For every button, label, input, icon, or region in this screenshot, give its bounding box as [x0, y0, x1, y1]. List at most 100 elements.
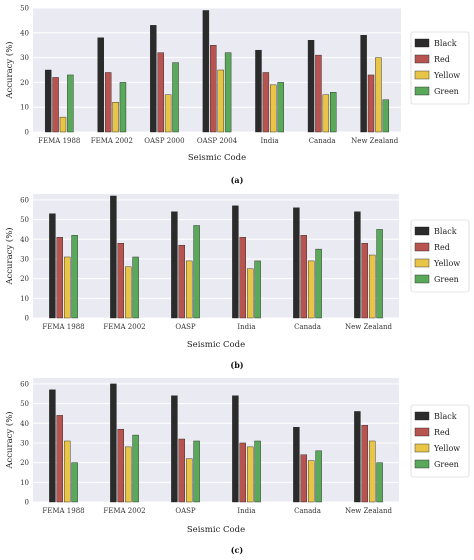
bar-red [117, 428, 125, 503]
bar-yellow [63, 256, 71, 319]
bar-red [239, 442, 247, 503]
legend-label-yellow: Yellow [433, 71, 460, 80]
bar-yellow [270, 84, 277, 133]
legend-label-black: Black [434, 227, 457, 236]
bar-black [293, 207, 300, 319]
bar-yellow [308, 460, 315, 503]
bar-green [330, 92, 337, 133]
x-tick-label: OASP 2004 [197, 137, 238, 145]
bar-black [110, 383, 117, 503]
legend-swatch-red [414, 427, 430, 437]
x-tick-label: FEMA 1988 [42, 507, 84, 515]
bar-green [172, 62, 179, 133]
panel-caption: (b) [230, 360, 243, 370]
bar-green [315, 450, 322, 503]
bar-green [193, 225, 200, 319]
bar-green [254, 440, 261, 503]
x-axis-label: Seismic Code [187, 340, 245, 350]
bar-yellow [375, 57, 382, 133]
y-tick-label: 30 [20, 255, 29, 263]
legend-swatch-black [414, 411, 430, 421]
x-tick-label: FEMA 2002 [103, 507, 145, 515]
bar-red [300, 235, 307, 319]
y-tick-label: 0 [25, 315, 29, 323]
x-tick-label: Canada [294, 507, 321, 515]
bar-yellow [112, 102, 119, 133]
plot-area [33, 378, 399, 502]
x-tick-label: New Zealand [351, 137, 399, 145]
bar-red [300, 454, 307, 503]
bar-black [110, 195, 117, 319]
y-tick-label: 50 [20, 5, 29, 13]
bar-red [56, 415, 63, 503]
legend-label-black: Black [434, 412, 457, 421]
bar-yellow [217, 69, 224, 133]
bar-black [97, 37, 104, 133]
bar-green [376, 229, 383, 319]
bar-red [157, 52, 164, 133]
bar-red [367, 74, 375, 133]
bar-green [132, 434, 139, 503]
bar-red [178, 244, 186, 319]
legend-swatch-black [414, 226, 430, 236]
bar-green [71, 235, 78, 319]
bar-black [354, 211, 361, 319]
bar-yellow [369, 254, 376, 319]
legend-swatch-green [414, 459, 430, 469]
legend-label-green: Green [434, 275, 459, 284]
y-tick-label: 50 [20, 400, 29, 408]
bar-black [49, 213, 56, 319]
x-axis-label: Seismic Code [187, 525, 245, 535]
x-tick-label: OASP [175, 323, 196, 331]
legend-swatch-black [414, 38, 430, 48]
legend: Black Red Yellow Green [410, 404, 470, 478]
y-tick-label: 40 [20, 236, 29, 244]
bar-yellow [246, 268, 254, 319]
bar-green [67, 74, 74, 133]
bar-green [376, 462, 383, 503]
x-tick-label: FEMA 2002 [91, 137, 133, 145]
bar-black [150, 25, 157, 133]
chart-panel-1: 0 10 20 30 40 50 FEMA 1988 FEMA 2002 OASP 2000 OA… [4, 5, 470, 185]
legend-swatch-yellow [414, 70, 430, 80]
x-tick-label: Canada [309, 137, 336, 145]
y-tick-label: 10 [20, 479, 29, 487]
x-tick-label: OASP [175, 507, 196, 515]
legend-swatch-green [414, 274, 430, 284]
x-tick-label: India [237, 507, 255, 515]
y-tick-label: 10 [20, 104, 29, 112]
y-tick-label: 30 [20, 439, 29, 447]
legend-swatch-red [414, 54, 430, 64]
y-axis-label: Accuracy (%) [4, 411, 15, 469]
bar-red [361, 425, 368, 503]
bar-yellow [308, 260, 315, 319]
plot-area [33, 194, 399, 318]
y-tick-label: 10 [20, 295, 29, 303]
x-tick-label: India [237, 323, 255, 331]
x-tick-label: Canada [294, 323, 321, 331]
legend-label-green: Green [434, 460, 459, 469]
x-tick-label: New Zealand [345, 507, 393, 515]
y-tick-label: 20 [20, 79, 29, 87]
bar-green [382, 99, 390, 133]
legend-label-green: Green [434, 87, 459, 96]
bar-green [132, 256, 139, 319]
y-tick-label: 20 [20, 275, 29, 283]
legend-swatch-green [414, 86, 430, 96]
bar-yellow [63, 440, 71, 503]
bar-black [354, 411, 361, 503]
bar-red [56, 237, 63, 319]
y-tick-label: 50 [20, 216, 29, 224]
y-tick-label: 60 [20, 196, 29, 204]
bar-red [315, 54, 322, 133]
legend-box [410, 31, 470, 105]
bar-black [293, 427, 300, 503]
panel-caption: (a) [231, 175, 244, 185]
bar-red [361, 243, 368, 319]
bar-red [117, 243, 125, 319]
x-axis-label: Seismic Code [188, 153, 246, 163]
y-tick-label: 0 [25, 129, 29, 137]
y-tick-label: 40 [20, 29, 29, 37]
legend-swatch-yellow [414, 443, 430, 453]
chart-panel-2: 0 10 20 30 40 50 60 FEMA 1988 FEMA 2002 OASP India… [4, 194, 470, 370]
